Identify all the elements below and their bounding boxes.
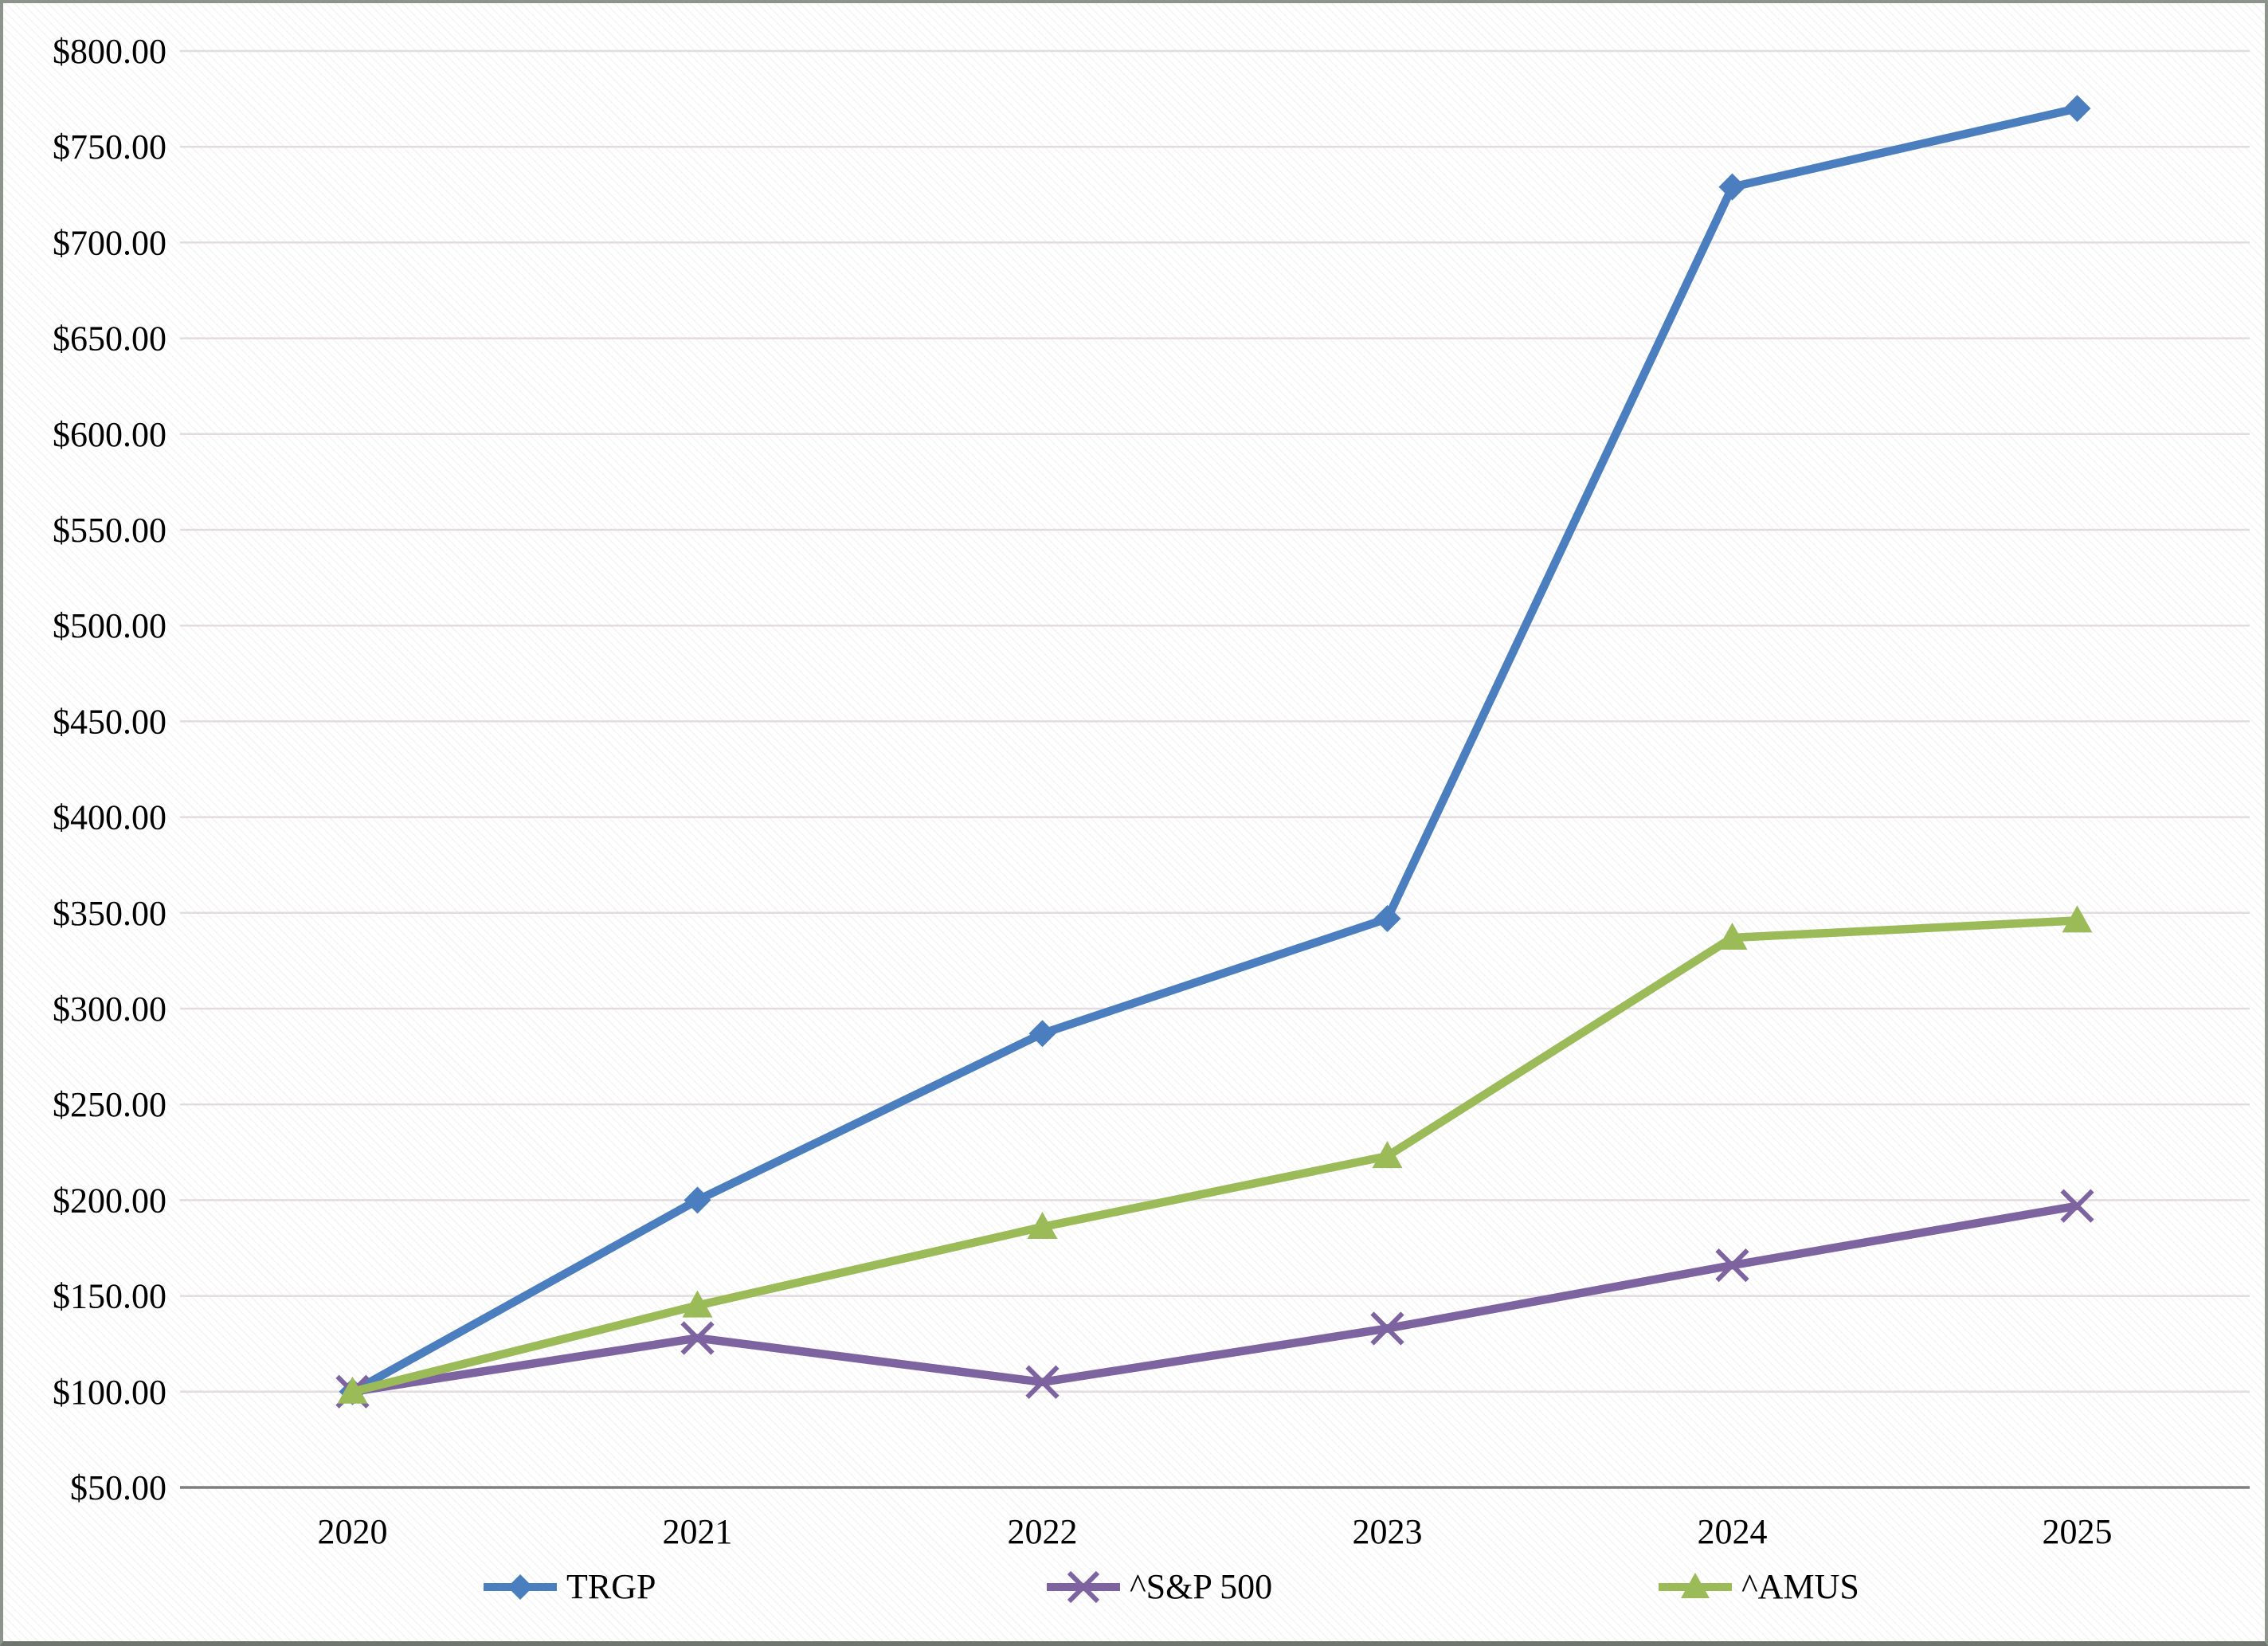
trgp-line-diamond-swatch [484, 1574, 557, 1600]
y-axis-tick-label: $400.00 [53, 798, 166, 837]
legend-swatch-marker-diamond [507, 1574, 533, 1600]
series-line-amus [351, 916, 2078, 1396]
y-axis-tick-label: $50.00 [70, 1468, 166, 1507]
y-axis-tick-label: $800.00 [53, 32, 166, 71]
legend-swatch-marker-x [1067, 1570, 1100, 1604]
marker-trgp-2025 [2063, 95, 2091, 123]
marker-s-p-500-2022 [1025, 1365, 1060, 1399]
marker-s-p-500-2021 [680, 1321, 715, 1355]
marker-amus-2024 [1717, 923, 1748, 950]
legend-item-amus: ^AMUS [1657, 1563, 1859, 1611]
legend-item-trgp: TRGP [482, 1563, 656, 1611]
series-line-s-p-500 [351, 1201, 2078, 1396]
plot-area: $800.00 $750.00 $700.00 $650.00 $600.00 $550.… [53, 32, 2250, 1551]
marker-amus-2020 [337, 1376, 368, 1404]
legend-item-sp-500: ^S&P 500 [1045, 1563, 1272, 1611]
y-axis-tick-label: $250.00 [53, 1085, 166, 1124]
legend-label-amus: ^AMUS [1741, 1567, 1859, 1606]
marker-s-p-500-2023 [1370, 1311, 1404, 1346]
chart-legend: TRGP ^S&P 500 ^AMUS [3, 1563, 2265, 1614]
y-axis-tick-label: $650.00 [53, 319, 166, 359]
legend-label-sp-500: ^S&P 500 [1130, 1567, 1273, 1606]
gridlines [180, 49, 2250, 1393]
y-axis-labels: $800.00 $750.00 $700.00 $650.00 $600.00 $550.… [53, 32, 166, 1507]
x-axis-labels: 2020 2021 2022 2023 2024 2025 [318, 1512, 2113, 1551]
marker-trgp-2024 [1718, 173, 1746, 201]
y-axis-tick-label: $300.00 [53, 990, 166, 1029]
marker-amus-2022 [1027, 1212, 1058, 1240]
y-axis-tick-label: $150.00 [53, 1277, 166, 1316]
x-axis-tick-label: 2020 [318, 1512, 388, 1551]
y-axis-tick-label: $600.00 [53, 415, 166, 454]
marker-amus-2021 [682, 1290, 713, 1318]
x-axis-tick-label: 2025 [2043, 1512, 2113, 1551]
legend-swatch-marker-triangle [1681, 1573, 1710, 1598]
x-axis-tick-label: 2021 [663, 1512, 733, 1551]
series-trgp [339, 95, 2091, 1405]
legend-label-trgp: TRGP [566, 1567, 656, 1606]
marker-trgp-2021 [684, 1186, 711, 1214]
sp-500-line-x-swatch [1047, 1570, 1120, 1604]
y-axis-tick-label: $750.00 [53, 127, 166, 167]
y-axis-tick-label: $100.00 [53, 1373, 166, 1412]
y-axis-tick-label: $500.00 [53, 606, 166, 645]
marker-s-p-500-2024 [1715, 1248, 1749, 1283]
marker-trgp-2022 [1028, 1020, 1056, 1048]
x-axis-tick-label: 2023 [1353, 1512, 1423, 1551]
series-amus [337, 905, 2093, 1404]
series-line-trgp [350, 104, 2078, 1396]
x-axis-tick-label: 2024 [1698, 1512, 1768, 1551]
amus-line-triangle-swatch [1659, 1573, 1732, 1598]
y-axis-tick-label: $550.00 [53, 511, 166, 550]
marker-amus-2023 [1372, 1141, 1403, 1169]
y-axis-tick-label: $700.00 [53, 223, 166, 262]
marker-trgp-2023 [1373, 905, 1401, 933]
y-axis-tick-label: $450.00 [53, 702, 166, 741]
x-axis-tick-label: 2022 [1008, 1512, 1078, 1551]
y-axis-tick-label: $350.00 [53, 894, 166, 933]
marker-s-p-500-2025 [2060, 1189, 2094, 1223]
y-axis-tick-label: $200.00 [53, 1181, 166, 1220]
series-s-p-500 [335, 1189, 2094, 1409]
marker-amus-2025 [2062, 905, 2093, 933]
